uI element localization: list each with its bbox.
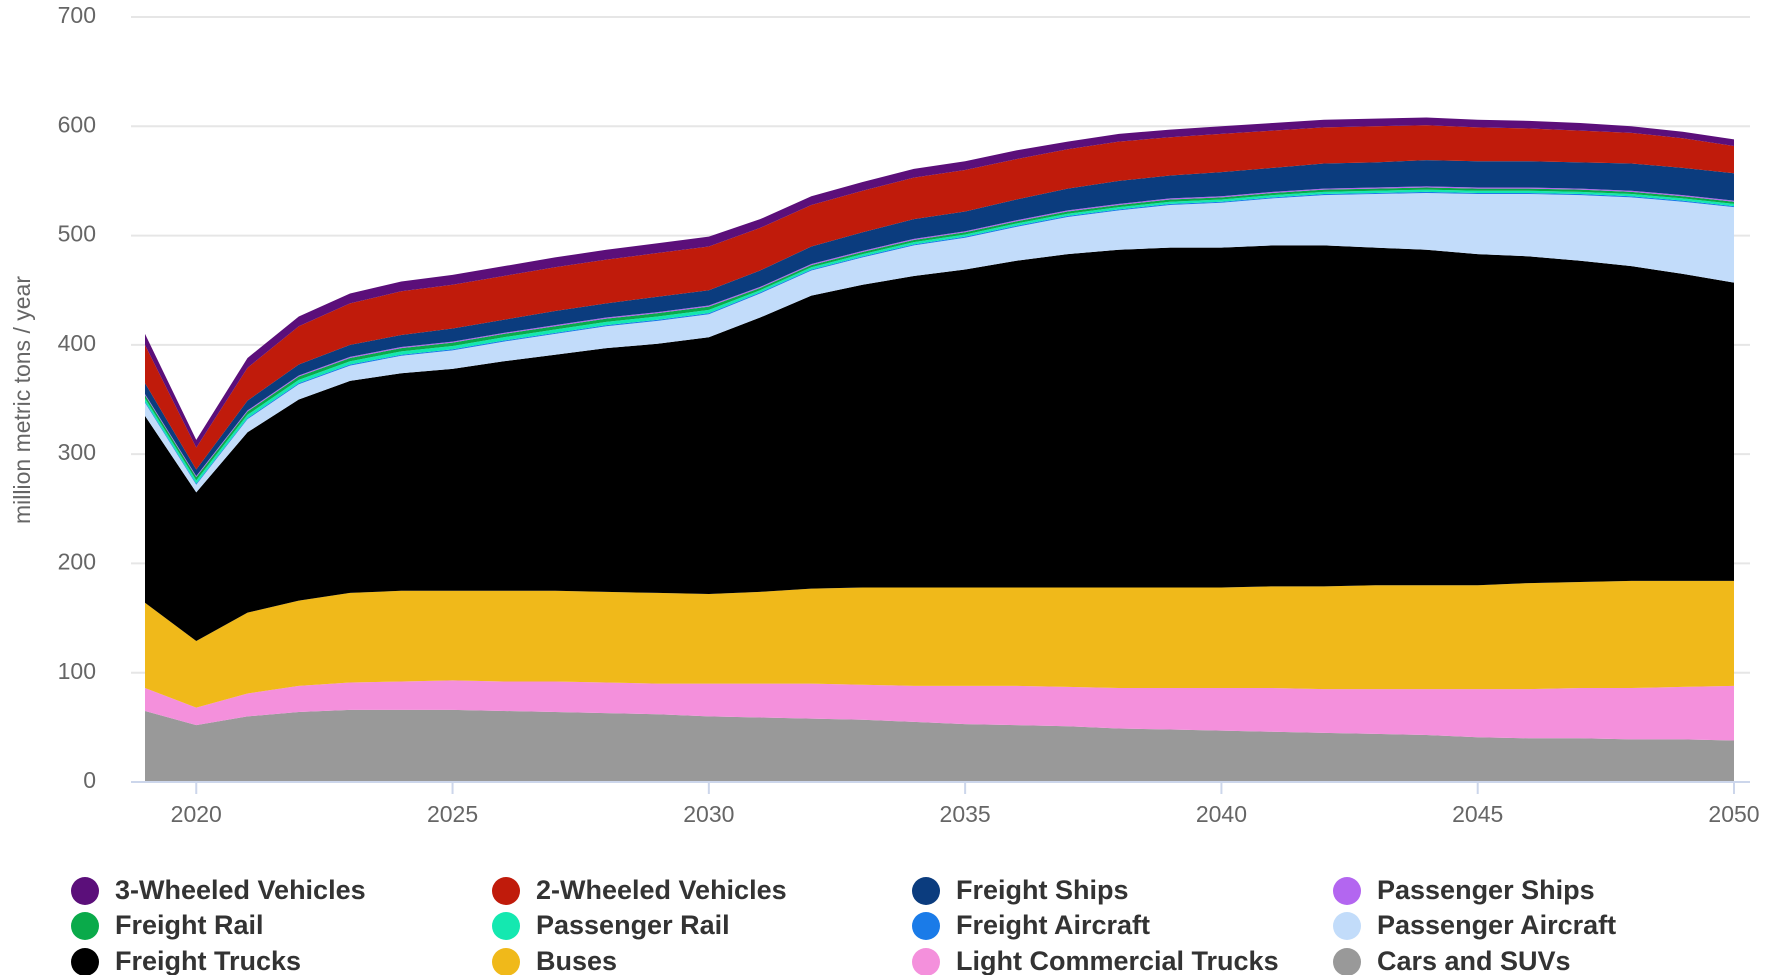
x-tick-label: 2020 [171, 801, 222, 827]
legend-label: 3-Wheeled Vehicles [115, 875, 366, 905]
area [145, 709, 1734, 782]
legend-label: Freight Ships [956, 875, 1129, 905]
y-tick-label: 600 [58, 111, 96, 137]
y-tick-label: 0 [83, 767, 96, 793]
legend-label: Light Commercial Trucks [956, 946, 1279, 975]
legend-swatch [71, 877, 99, 905]
area [145, 245, 1734, 642]
legend-label: Freight Trucks [115, 946, 301, 975]
legend-swatch [492, 912, 520, 940]
x-tick-label: 2035 [940, 801, 991, 827]
legend-label: Passenger Rail [536, 910, 730, 940]
legend-swatch [912, 948, 940, 975]
area [145, 192, 1734, 493]
legend-label: Freight Rail [115, 910, 264, 940]
area [145, 117, 1734, 448]
y-tick-label: 100 [58, 658, 96, 684]
y-tick-label: 200 [58, 549, 96, 575]
x-tick-label: 2050 [1708, 801, 1759, 827]
y-tick-label: 700 [58, 2, 96, 28]
legend-label: 2-Wheeled Vehicles [536, 875, 787, 905]
x-tick-label: 2045 [1452, 801, 1503, 827]
y-tick-label: 400 [58, 330, 96, 356]
area [145, 580, 1734, 708]
legend-label: Cars and SUVs [1377, 946, 1571, 975]
legend-label: Passenger Aircraft [1377, 910, 1616, 940]
legend-swatch [912, 877, 940, 905]
y-tick-label: 500 [58, 221, 96, 247]
legend-swatch [1333, 877, 1361, 905]
y-axis-label: million metric tons / year [9, 276, 35, 524]
x-tick-label: 2025 [427, 801, 478, 827]
legend-swatch [492, 877, 520, 905]
legend-swatch [71, 912, 99, 940]
legend-label: Freight Aircraft [956, 910, 1150, 940]
x-tick-label: 2030 [683, 801, 734, 827]
legend-label: Buses [536, 946, 617, 975]
legend-swatch [1333, 912, 1361, 940]
area [145, 125, 1734, 470]
legend-swatch [1333, 948, 1361, 975]
legend-label: Passenger Ships [1377, 875, 1595, 905]
area [145, 680, 1734, 741]
legend-swatch [912, 912, 940, 940]
area [145, 160, 1734, 476]
legend-swatch [492, 948, 520, 975]
legend-swatch [71, 948, 99, 975]
x-tick-label: 2040 [1196, 801, 1247, 827]
y-tick-label: 300 [58, 439, 96, 465]
